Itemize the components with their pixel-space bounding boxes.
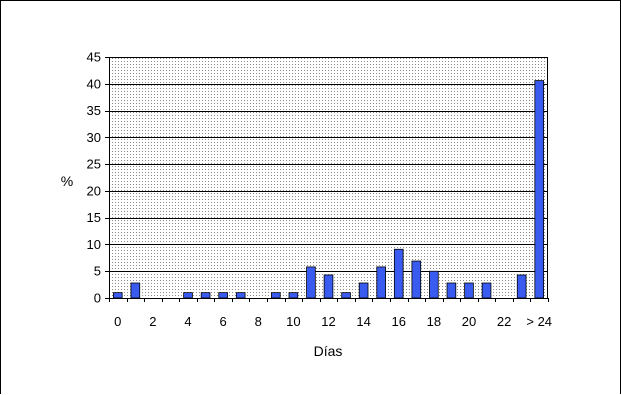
x-tick-label-10: 10 <box>286 314 300 329</box>
x-tick-label-2: 2 <box>149 314 156 329</box>
x-tick-label-8: 8 <box>255 314 262 329</box>
x-tick-label-16: 16 <box>392 314 406 329</box>
x-tick-labels: 0 2 4 6 8 10 12 14 16 18 20 22 > 24 <box>114 314 552 329</box>
axes <box>105 57 549 302</box>
bar-19 <box>446 282 457 299</box>
x-tick-label-18: 18 <box>427 314 441 329</box>
y-tick-label-0: 0 <box>94 291 101 306</box>
bar-10 <box>288 292 299 299</box>
bar-4 <box>183 292 193 299</box>
plot-texture <box>109 57 548 298</box>
y-tick-label-15: 15 <box>87 210 101 225</box>
bar-15 <box>376 266 386 299</box>
x-tick-label-22: 22 <box>497 314 511 329</box>
y-tick-label-20: 20 <box>87 183 101 198</box>
bar-21 <box>481 282 492 299</box>
bar-16 <box>393 248 404 299</box>
y-tick-label-45: 45 <box>87 50 101 65</box>
bar-23 <box>516 274 527 299</box>
y-tick-label-5: 5 <box>94 264 101 279</box>
bar-12 <box>323 274 334 299</box>
x-tick-label-12: 12 <box>321 314 335 329</box>
bar-0 <box>112 292 123 299</box>
x-tick-label-24: > 24 <box>526 314 552 329</box>
bar-14 <box>358 282 369 299</box>
bar-18 <box>429 270 439 299</box>
bar-11 <box>306 266 316 299</box>
y-tick-labels: 0 5 10 15 20 25 30 35 40 45 <box>87 50 101 306</box>
bar-20 <box>464 282 474 299</box>
x-tick-label-20: 20 <box>462 314 476 329</box>
y-tick-label-10: 10 <box>87 237 101 252</box>
bar-9 <box>271 292 281 299</box>
bar-17 <box>411 260 422 299</box>
y-tick-label-35: 35 <box>87 103 101 118</box>
x-tick-label-4: 4 <box>184 314 191 329</box>
plot-area <box>109 57 548 298</box>
bar-6 <box>218 292 228 299</box>
y-tick-label-40: 40 <box>87 76 101 91</box>
y-axis-title: % <box>61 173 73 189</box>
bar-24 <box>534 80 545 299</box>
x-tick-label-6: 6 <box>220 314 227 329</box>
bar-13 <box>341 292 351 299</box>
x-axis-title: Días <box>314 343 343 359</box>
y-tick-label-25: 25 <box>87 157 101 172</box>
bar-5 <box>200 292 211 299</box>
bar-1 <box>130 282 141 299</box>
x-tick-label-14: 14 <box>356 314 370 329</box>
bar-7 <box>235 292 246 299</box>
gridlines <box>109 57 548 272</box>
x-tick-label-0: 0 <box>114 314 121 329</box>
y-tick-label-30: 30 <box>87 130 101 145</box>
